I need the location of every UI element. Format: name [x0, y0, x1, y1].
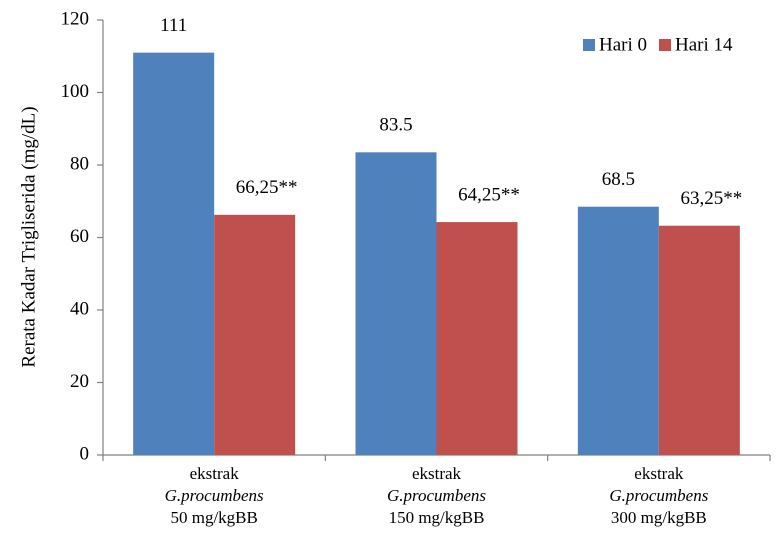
bar: [133, 52, 215, 455]
x-tick-label: G.procumbens: [387, 486, 486, 505]
value-label: 66,25**: [236, 177, 298, 198]
legend-swatch: [583, 39, 595, 51]
x-tick-label: ekstrak: [634, 464, 684, 483]
y-tick-label: 80: [70, 153, 89, 174]
value-label: 111: [160, 15, 187, 36]
bar: [658, 225, 740, 455]
y-axis-label: Rerata Kadar Trigliserida (mg/dL): [18, 106, 39, 367]
bar: [436, 222, 518, 455]
x-tick-label: 300 mg/kgBB: [611, 508, 707, 527]
x-tick-label: 50 mg/kgBB: [170, 508, 257, 527]
x-tick-label: 150 mg/kgBB: [389, 508, 485, 527]
legend-label: Hari 14: [675, 34, 733, 55]
bar: [355, 152, 437, 455]
x-tick-label: G.procumbens: [609, 486, 708, 505]
x-tick-label: ekstrak: [190, 464, 240, 483]
value-label: 83.5: [379, 115, 412, 136]
bar: [214, 214, 296, 455]
x-tick-label: G.procumbens: [165, 486, 264, 505]
value-label: 64,25**: [458, 184, 520, 205]
value-label: 63,25**: [680, 188, 742, 209]
x-tick-label: ekstrak: [412, 464, 462, 483]
y-tick-label: 120: [61, 8, 90, 29]
legend-label: Hari 0: [599, 34, 647, 55]
y-tick-label: 40: [70, 298, 89, 319]
bar: [577, 206, 659, 455]
y-tick-label: 100: [61, 81, 90, 102]
value-label: 68.5: [602, 169, 635, 190]
y-tick-label: 20: [70, 371, 89, 392]
y-tick-label: 0: [80, 443, 90, 464]
legend-swatch: [659, 39, 672, 51]
y-tick-label: 60: [70, 226, 89, 247]
